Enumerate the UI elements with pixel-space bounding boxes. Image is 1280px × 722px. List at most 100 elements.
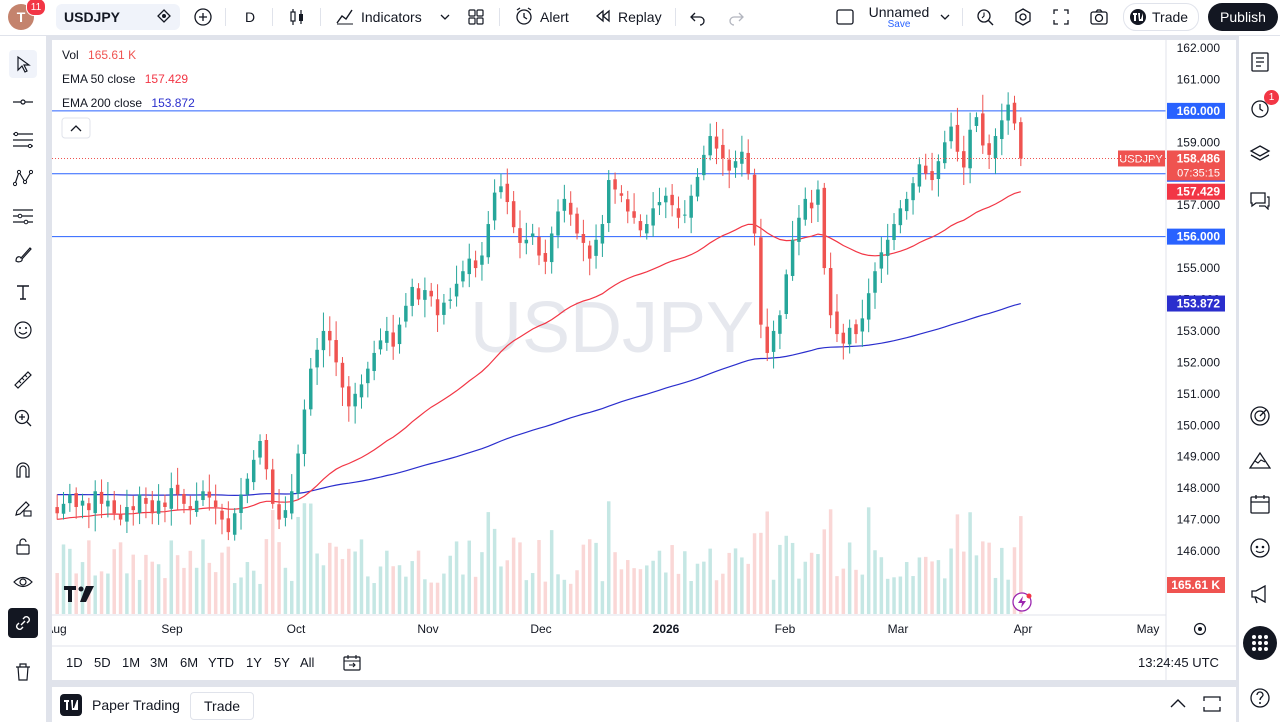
indicators-button[interactable]: Indicators bbox=[335, 0, 422, 34]
replay-button[interactable]: Replay bbox=[594, 0, 662, 34]
candle bbox=[442, 293, 446, 325]
volume-bar bbox=[156, 564, 161, 614]
help-icon[interactable] bbox=[1246, 684, 1274, 712]
timezone-settings-icon[interactable] bbox=[1193, 622, 1207, 636]
layout-checkbox-icon[interactable] bbox=[835, 0, 855, 34]
volume-bar bbox=[505, 560, 510, 614]
add-symbol-icon[interactable] bbox=[193, 0, 213, 34]
trend-line-icon[interactable] bbox=[9, 88, 37, 116]
date-range-icon[interactable] bbox=[342, 654, 362, 677]
avatar[interactable]: T 11 bbox=[8, 0, 46, 34]
forecast-icon[interactable] bbox=[9, 202, 37, 230]
ema50-legend[interactable]: EMA 50 close 157.429 bbox=[62, 72, 188, 86]
publish-button[interactable]: Publish bbox=[1208, 0, 1278, 34]
candle bbox=[568, 191, 573, 226]
link-icon[interactable] bbox=[8, 608, 38, 638]
ema200-line[interactable] bbox=[57, 303, 1021, 497]
target-icon[interactable] bbox=[1246, 402, 1274, 430]
volume-bar bbox=[283, 567, 288, 614]
timeframe-5y[interactable]: 5Y bbox=[274, 655, 290, 670]
timeframe-3m[interactable]: 3M bbox=[150, 655, 169, 670]
notification-badge[interactable]: 11 bbox=[26, 0, 46, 16]
calendar-icon[interactable] bbox=[1246, 490, 1274, 518]
volume-bar bbox=[759, 532, 763, 614]
candle bbox=[746, 139, 750, 180]
interval-button[interactable]: D bbox=[245, 0, 255, 34]
candle bbox=[530, 223, 535, 245]
fullscreen-icon[interactable] bbox=[1052, 0, 1070, 34]
symbol-search[interactable]: USDJPY bbox=[56, 0, 180, 34]
zoom-in-icon[interactable] bbox=[9, 404, 37, 432]
text-icon[interactable] bbox=[9, 278, 37, 306]
trash-icon[interactable] bbox=[9, 658, 37, 686]
timeframe-6m[interactable]: 6M bbox=[180, 655, 199, 670]
trade-tab[interactable]: Trade bbox=[190, 692, 255, 720]
maximize-panel-icon[interactable] bbox=[1202, 695, 1222, 718]
chevron-down-icon[interactable] bbox=[939, 0, 951, 34]
products-grid-icon[interactable] bbox=[1243, 626, 1277, 660]
megaphone-icon[interactable] bbox=[1246, 580, 1274, 608]
paper-trading-tab[interactable]: Paper Trading bbox=[60, 692, 180, 718]
drawing-toolbar bbox=[0, 36, 46, 722]
magnet-icon[interactable] bbox=[9, 456, 37, 484]
candle bbox=[752, 168, 757, 246]
cursor-icon[interactable] bbox=[9, 50, 37, 78]
ema50-line[interactable] bbox=[57, 191, 1021, 520]
ruler-icon[interactable] bbox=[9, 366, 37, 394]
collapse-legend-button[interactable] bbox=[61, 117, 91, 139]
undo-icon[interactable] bbox=[689, 0, 707, 34]
volume-bar bbox=[309, 503, 313, 614]
time-tick-label: May bbox=[1137, 622, 1160, 636]
eye-icon[interactable] bbox=[9, 568, 37, 596]
watchlist-icon[interactable] bbox=[1246, 48, 1274, 76]
timeframe-1d[interactable]: 1D bbox=[66, 655, 83, 670]
chevron-up-icon[interactable] bbox=[1168, 695, 1188, 718]
ideas-mountain-icon[interactable] bbox=[1246, 446, 1274, 474]
clock-utc[interactable]: 13:24:45 UTC bbox=[1138, 655, 1219, 670]
alerts-clock-icon[interactable]: 1 bbox=[1246, 90, 1279, 122]
lock-icon[interactable] bbox=[9, 532, 37, 560]
fib-retracement-icon[interactable] bbox=[9, 126, 37, 154]
candle bbox=[309, 357, 313, 416]
volume-bar bbox=[727, 552, 731, 614]
candle bbox=[949, 112, 953, 149]
replay-label: Replay bbox=[618, 9, 662, 25]
settings-hexagon-icon[interactable] bbox=[1013, 0, 1033, 34]
quick-search-icon[interactable] bbox=[975, 0, 995, 34]
chart-pane[interactable]: USDJPY 162.000161.000160.000159.000158.0… bbox=[52, 40, 1236, 680]
alert-button[interactable]: Alert bbox=[514, 0, 569, 34]
timeframe-ytd[interactable]: YTD bbox=[208, 655, 234, 670]
chat-icon[interactable] bbox=[1246, 186, 1274, 214]
candle bbox=[359, 374, 364, 409]
ema200-legend[interactable]: EMA 200 close 153.872 bbox=[62, 96, 195, 110]
layouts-grid-icon[interactable] bbox=[467, 0, 485, 34]
tradingview-logo-icon[interactable] bbox=[64, 586, 94, 602]
vol-value: 165.61 K bbox=[88, 48, 137, 62]
price-tag-ema50 bbox=[1167, 183, 1225, 200]
lightning-icon[interactable] bbox=[1012, 592, 1032, 612]
pencil-lock-icon[interactable] bbox=[9, 494, 37, 522]
emoji-icon[interactable] bbox=[9, 316, 37, 344]
timeframe-all[interactable]: All bbox=[300, 655, 315, 670]
candle bbox=[118, 504, 123, 526]
brush-icon[interactable] bbox=[9, 240, 37, 268]
candles-icon[interactable] bbox=[287, 0, 307, 34]
trade-button[interactable]: Trade bbox=[1123, 0, 1200, 34]
volume-bar bbox=[524, 580, 529, 614]
timeframe-1m[interactable]: 1M bbox=[122, 655, 141, 670]
pattern-icon[interactable] bbox=[9, 164, 37, 192]
chevron-down-icon[interactable] bbox=[439, 0, 451, 34]
volume-legend[interactable]: Vol 165.61 K bbox=[62, 48, 136, 62]
avatar-letter: T bbox=[16, 9, 26, 25]
layers-icon[interactable] bbox=[1246, 140, 1274, 168]
community-icon[interactable] bbox=[1246, 534, 1274, 562]
timeframe-1y[interactable]: 1Y bbox=[246, 655, 262, 670]
price-chart[interactable]: USDJPY 162.000161.000160.000159.000158.0… bbox=[52, 40, 1236, 680]
candle bbox=[619, 185, 624, 203]
layout-name-button[interactable]: Unnamed Save bbox=[866, 0, 932, 34]
redo-icon[interactable] bbox=[727, 0, 745, 34]
top-toolbar: T 11 USDJPY D Indicators Alert Replay Un… bbox=[0, 0, 1280, 36]
timeframe-5d[interactable]: 5D bbox=[94, 655, 111, 670]
camera-icon[interactable] bbox=[1089, 0, 1109, 34]
compare-diamond-icon[interactable] bbox=[156, 8, 172, 27]
